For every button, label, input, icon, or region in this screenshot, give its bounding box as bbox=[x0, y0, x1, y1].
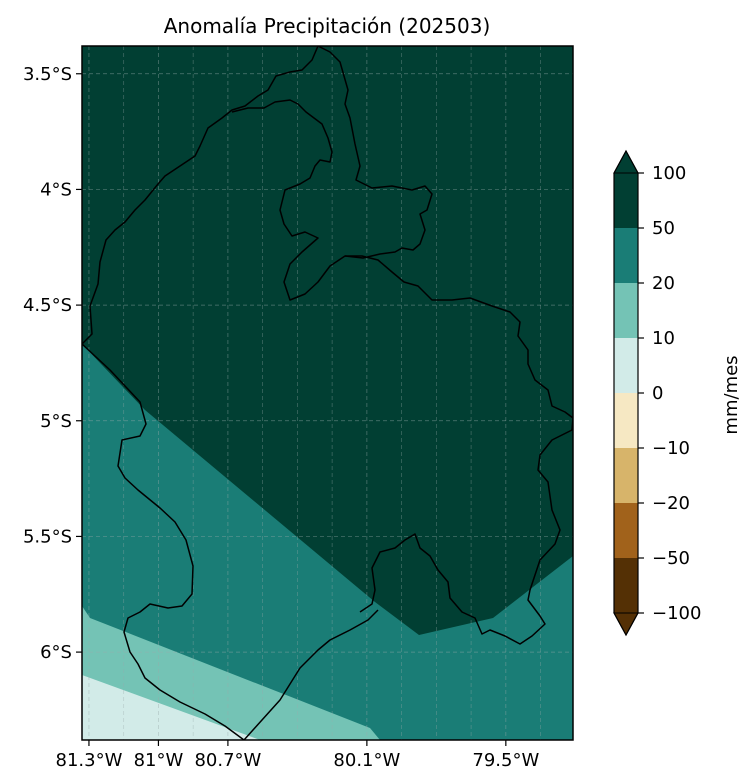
colorbar-bin bbox=[614, 338, 638, 393]
colorbar-tick-label: 50 bbox=[652, 218, 675, 239]
colorbar-tick-label: 20 bbox=[652, 273, 675, 294]
lon-tick-label: 80.1°W bbox=[333, 750, 400, 771]
lat-tick-label: 4.5°S bbox=[23, 295, 72, 316]
anomaly-zone-0-10 bbox=[82, 675, 260, 740]
lon-tick-label: 81.3°W bbox=[56, 750, 123, 771]
latitude-ticks: 3.5°S 4°S 4.5°S 5°S 5.5°S 6°S bbox=[23, 64, 82, 663]
colorbar-bin bbox=[614, 283, 638, 338]
colorbar-tick-label: 100 bbox=[652, 163, 686, 184]
lon-tick-label: 80.7°W bbox=[194, 750, 261, 771]
colorbar-tick-label: −10 bbox=[652, 438, 690, 459]
colorbar-bin bbox=[614, 448, 638, 503]
lat-tick-label: 6°S bbox=[40, 642, 72, 663]
lon-tick-label: 79.5°W bbox=[472, 750, 539, 771]
lat-tick-label: 4°S bbox=[40, 179, 72, 200]
lat-tick-label: 3.5°S bbox=[23, 64, 72, 85]
map-frame bbox=[81, 45, 574, 741]
lat-tick-label: 5°S bbox=[40, 411, 72, 432]
region-outline-east bbox=[345, 255, 573, 645]
colorbar-tick-label: 0 bbox=[652, 383, 663, 404]
anomaly-zone-20-50 bbox=[82, 344, 573, 740]
colorbar-label: mm/mes bbox=[721, 355, 742, 434]
region-divider bbox=[243, 609, 379, 740]
region-outline-north bbox=[82, 46, 433, 345]
region-boundaries bbox=[82, 46, 573, 740]
colorbar-tick-label: 10 bbox=[652, 328, 675, 349]
coastline bbox=[82, 343, 245, 740]
colorbar-bin bbox=[614, 503, 638, 558]
colorbar-tick-label: −20 bbox=[652, 493, 690, 514]
lon-tick-label: 81°W bbox=[134, 750, 184, 771]
colorbar-bin bbox=[614, 173, 638, 228]
colorbar-bin bbox=[614, 228, 638, 283]
map-gridlines bbox=[82, 46, 573, 740]
longitude-ticks: 81.3°W 81°W 80.7°W 80.1°W 79.5°W bbox=[56, 740, 539, 771]
colorbar-extend-top bbox=[613, 149, 639, 174]
colorbar-bin bbox=[614, 558, 638, 613]
colorbar-extend-bottom bbox=[613, 612, 639, 637]
colorbar-bin bbox=[614, 393, 638, 448]
map-title: Anomalía Precipitación (202503) bbox=[164, 14, 491, 38]
colorbar-tick-label: −50 bbox=[652, 548, 690, 569]
lat-tick-label: 5.5°S bbox=[23, 526, 72, 547]
colorbar-tick-label: −100 bbox=[652, 603, 701, 624]
map-panel bbox=[82, 46, 573, 740]
